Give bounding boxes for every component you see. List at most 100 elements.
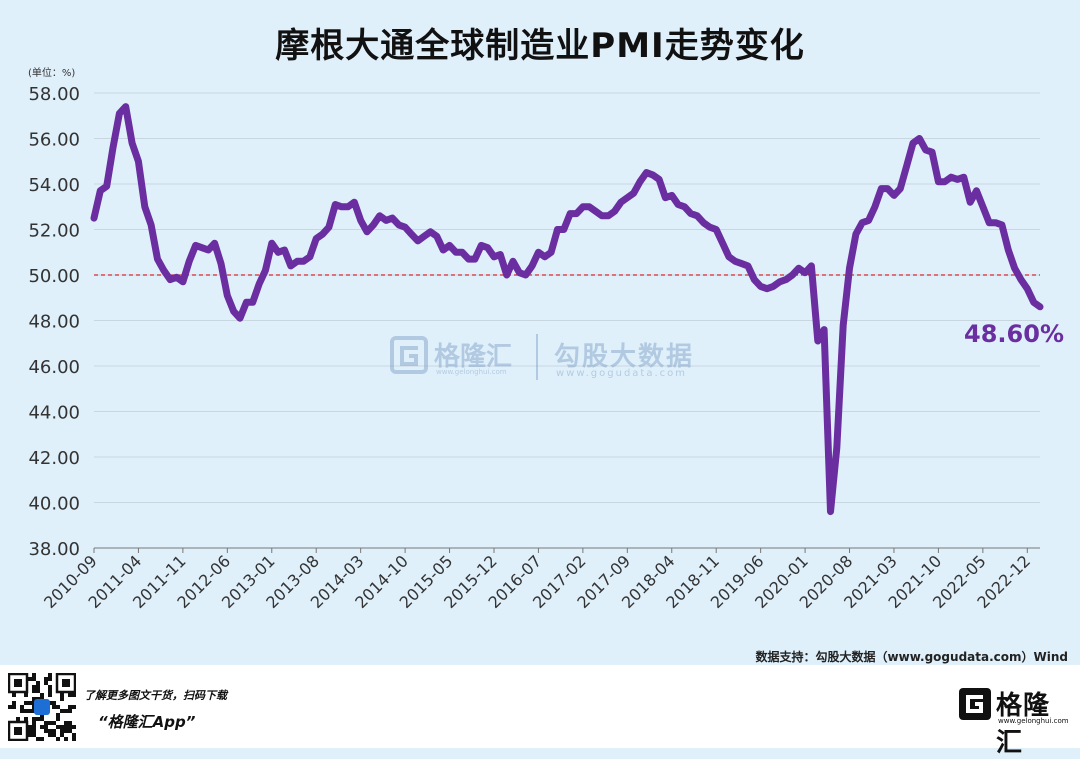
qr-module <box>72 725 76 729</box>
qr-module <box>12 701 16 705</box>
y-tick-label: 56.00 <box>28 130 80 151</box>
watermark-separator <box>536 334 538 380</box>
qr-module <box>52 729 56 733</box>
y-tick-label: 38.00 <box>28 539 80 560</box>
qr-module <box>68 705 72 709</box>
qr-module <box>44 681 48 685</box>
y-tick-label: 54.00 <box>28 175 80 196</box>
qr-module <box>60 697 64 701</box>
qr-module <box>60 729 64 733</box>
qr-module <box>52 701 56 705</box>
qr-finder-center <box>14 727 22 735</box>
qr-module <box>32 729 36 733</box>
qr-module <box>48 721 52 725</box>
y-tick-label: 58.00 <box>28 84 80 105</box>
watermark: 格隆汇 www.gelonghui.com 勾股大数据 www.gogudata… <box>388 332 698 384</box>
brand-logo: 格隆汇 www.gelonghui.com <box>958 685 1069 758</box>
qr-module <box>68 721 72 725</box>
qr-finder-center <box>62 679 70 687</box>
qr-module <box>56 717 60 721</box>
qr-module <box>24 717 28 721</box>
unit-label: (单位：%) <box>28 66 75 79</box>
qr-module <box>40 717 44 721</box>
qr-module <box>36 685 40 689</box>
qr-center-logo <box>34 699 50 715</box>
qr-module <box>48 729 52 733</box>
qr-module <box>32 697 36 701</box>
qr-module <box>56 737 60 741</box>
qr-module <box>68 709 72 713</box>
chart-title: 摩根大通全球制造业PMI走势变化 <box>275 26 805 66</box>
qr-module <box>40 693 44 697</box>
qr-module <box>56 705 60 709</box>
qr-module <box>60 709 64 713</box>
qr-module <box>60 733 64 737</box>
footer: 了解更多图文干货，扫码下载 “格隆汇App” 格隆汇 www.gelonghui… <box>0 665 1080 758</box>
qr-module <box>64 721 68 725</box>
qr-module <box>68 729 72 733</box>
app-name: “格隆汇App” <box>98 713 196 731</box>
qr-module <box>24 709 28 713</box>
y-tick-label: 46.00 <box>28 357 80 378</box>
qr-module <box>36 681 40 685</box>
qr-finder <box>8 673 29 694</box>
y-tick-label: 50.00 <box>28 266 80 287</box>
qr-module <box>20 709 24 713</box>
y-tick-label: 48.00 <box>28 312 80 333</box>
qr-module <box>8 705 12 709</box>
qr-module <box>64 729 68 733</box>
logo-url: www.gelonghui.com <box>998 717 1069 725</box>
qr-module <box>56 713 60 717</box>
qr-module <box>56 725 60 729</box>
qr-finder-center <box>14 679 22 687</box>
qr-finder <box>8 720 29 741</box>
qr-module <box>44 721 48 725</box>
qr-module <box>28 677 32 681</box>
qr-module <box>44 725 48 729</box>
y-tick-label: 44.00 <box>28 403 80 424</box>
qr-module <box>28 701 32 705</box>
qr-module <box>12 705 16 709</box>
y-tick-label: 40.00 <box>28 494 80 515</box>
qr-module <box>48 673 52 677</box>
gelonghui-logo-icon <box>959 688 991 720</box>
qr-module <box>32 725 36 729</box>
qr-module <box>72 693 76 697</box>
watermark-data: 勾股大数据 <box>554 342 695 372</box>
qr-module <box>24 693 28 697</box>
promo-text: 了解更多图文干货，扫码下载 <box>84 689 227 702</box>
qr-module <box>60 693 64 697</box>
qr-module <box>28 709 32 713</box>
qr-module <box>48 693 52 697</box>
watermark-data-url: www.gogudata.com <box>556 368 688 379</box>
qr-module <box>64 709 68 713</box>
qr-module <box>48 677 52 681</box>
qr-module <box>40 725 44 729</box>
y-tick-label: 42.00 <box>28 448 80 469</box>
qr-code-icon[interactable] <box>8 673 76 741</box>
qr-module <box>32 689 36 693</box>
final-value-label: 48.60% <box>964 320 1064 348</box>
qr-module <box>28 733 32 737</box>
qr-module <box>52 705 56 709</box>
qr-module <box>48 685 52 689</box>
qr-module <box>44 677 48 681</box>
data-source: 数据支持：勾股大数据（www.gogudata.com）Wind <box>755 650 1068 664</box>
qr-module <box>72 705 76 709</box>
qr-module <box>16 717 20 721</box>
qr-module <box>36 689 40 693</box>
qr-module <box>40 737 44 741</box>
qr-module <box>28 725 32 729</box>
qr-module <box>32 673 36 677</box>
qr-module <box>68 725 72 729</box>
qr-finder <box>55 673 76 694</box>
pmi-series-line <box>90 103 1044 516</box>
pmi-line-chart: 58.00 56.00 54.00 52.00 50.00 48.00 46.00 44.00… <box>28 66 1064 612</box>
qr-module <box>36 737 40 741</box>
gelonghui-logo-icon <box>390 336 428 374</box>
qr-module <box>52 733 56 737</box>
qr-module <box>32 717 36 721</box>
qr-module <box>28 729 32 733</box>
watermark-brand-url: www.gelonghui.com <box>436 368 507 376</box>
qr-module <box>32 733 36 737</box>
